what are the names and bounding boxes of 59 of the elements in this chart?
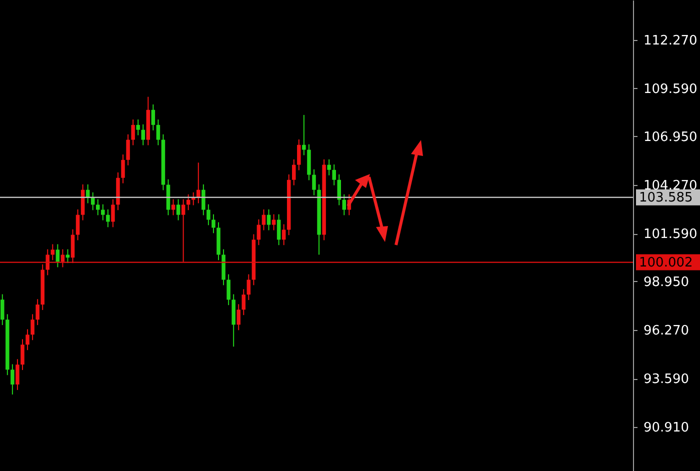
candlestick — [342, 194, 346, 216]
candlestick — [272, 214, 276, 231]
y-tick-label: 98.950 — [644, 274, 689, 290]
candlestick — [256, 218, 261, 246]
candlestick — [327, 158, 331, 176]
candlestick — [282, 224, 286, 246]
candlestick — [50, 244, 55, 261]
candlestick — [66, 248, 70, 264]
candlestick — [76, 208, 80, 241]
candlestick — [242, 288, 246, 316]
candlestick — [26, 328, 30, 351]
y-tick-label: 93.590 — [644, 372, 689, 388]
candlestick — [246, 274, 251, 301]
candlestick — [30, 314, 34, 341]
candlestick — [131, 118, 135, 146]
candlestick — [191, 192, 196, 206]
candlestick — [332, 164, 336, 186]
candlestick — [141, 124, 145, 146]
candlestick — [96, 198, 100, 216]
y-tick-label: 96.270 — [644, 323, 689, 338]
candlestick — [266, 208, 271, 231]
y-tick-label: 101.590 — [644, 227, 698, 242]
candlestick — [226, 274, 230, 306]
candlestick — [262, 208, 266, 231]
candlestick — [236, 304, 240, 331]
y-tick-label: 106.950 — [644, 130, 698, 145]
candlestick — [202, 184, 206, 216]
candlestick — [337, 174, 341, 206]
candlestick — [156, 118, 160, 146]
ref-line-label: 100.002 — [639, 255, 693, 270]
candlestick — [121, 154, 125, 184]
y-tick-label: 112.270 — [644, 33, 698, 48]
candlestick — [292, 158, 296, 186]
candlestick — [302, 114, 306, 156]
candlestick — [176, 198, 180, 221]
candlestick — [312, 168, 316, 196]
candlestick — [206, 204, 210, 226]
candlestick — [70, 228, 75, 264]
candlestick — [20, 338, 24, 371]
candlestick — [212, 214, 216, 234]
candlestick — [181, 198, 186, 262]
candlestick — [151, 104, 156, 131]
y-tick-label: 90.910 — [644, 420, 689, 436]
candlestick — [56, 244, 60, 268]
candlestick — [276, 214, 281, 246]
candlestick — [171, 198, 176, 216]
candlestick — [10, 364, 14, 395]
candlestick — [106, 208, 110, 228]
candlestick — [0, 294, 4, 326]
candlestick — [36, 298, 40, 326]
y-tick-label: 109.590 — [644, 82, 698, 97]
candlestick — [126, 134, 130, 166]
candlestick — [136, 118, 140, 136]
candlestick — [16, 358, 20, 390]
candlestick — [101, 204, 105, 221]
candlestick — [60, 248, 65, 268]
candlestick — [297, 138, 301, 171]
candlestick — [111, 198, 115, 228]
candlestick — [46, 248, 50, 276]
